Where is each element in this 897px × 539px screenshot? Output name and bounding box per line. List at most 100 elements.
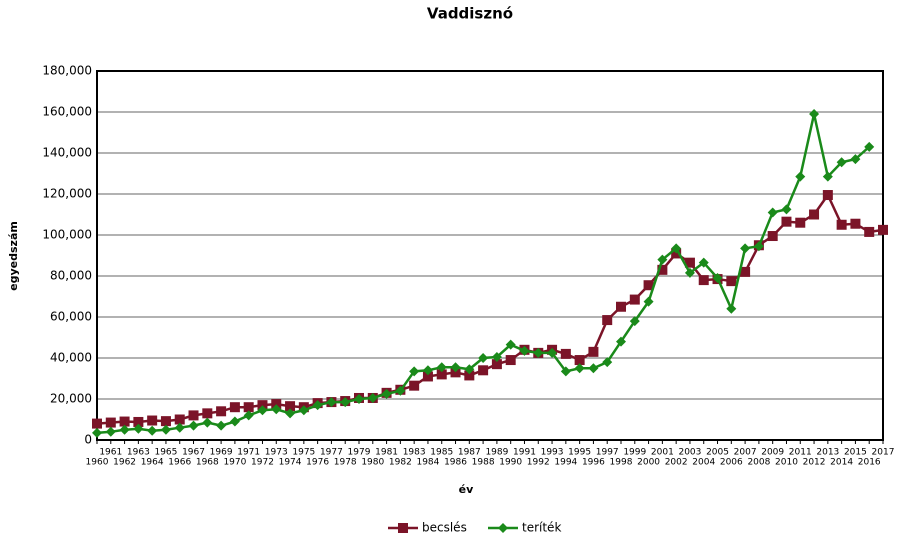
marker bbox=[684, 267, 695, 278]
marker bbox=[781, 216, 792, 227]
marker bbox=[285, 401, 296, 412]
y-tick-label: 140,000 bbox=[42, 146, 92, 160]
marker bbox=[657, 264, 668, 275]
marker bbox=[498, 523, 508, 533]
marker bbox=[395, 385, 406, 396]
y-tick-label: 120,000 bbox=[42, 187, 92, 201]
marker bbox=[119, 416, 130, 427]
x-tick-label: 1985 bbox=[430, 448, 453, 458]
x-tick-label: 1978 bbox=[334, 458, 357, 468]
x-tick-label: 1984 bbox=[416, 458, 439, 468]
marker bbox=[588, 363, 599, 374]
x-axis-label: év bbox=[459, 483, 474, 496]
marker bbox=[229, 402, 240, 413]
x-tick-label: 1989 bbox=[485, 448, 508, 458]
marker bbox=[436, 362, 447, 373]
x-tick-label: 1994 bbox=[554, 458, 577, 468]
marker bbox=[698, 275, 709, 286]
marker bbox=[409, 366, 420, 377]
x-tick-label: 1969 bbox=[210, 448, 233, 458]
x-tick-label: 1986 bbox=[444, 458, 467, 468]
marker bbox=[602, 315, 613, 326]
x-tick-label: 2015 bbox=[844, 448, 867, 458]
marker bbox=[850, 218, 861, 229]
x-tick-label: 2017 bbox=[872, 448, 895, 458]
marker bbox=[271, 404, 282, 415]
x-tick-label: 1992 bbox=[527, 458, 550, 468]
x-tick-label: 1981 bbox=[375, 448, 398, 458]
plot-frame bbox=[96, 70, 884, 441]
chart-title: Vaddisznó bbox=[427, 5, 513, 23]
x-tick-label: 1999 bbox=[623, 448, 646, 458]
legend-label: teríték bbox=[522, 521, 561, 535]
x-tick-label: 2008 bbox=[747, 458, 770, 468]
marker bbox=[133, 416, 144, 427]
x-tick-label: 2006 bbox=[720, 458, 743, 468]
x-tick-label: 2001 bbox=[651, 448, 674, 458]
marker bbox=[616, 301, 626, 312]
marker bbox=[188, 410, 199, 421]
marker bbox=[147, 415, 158, 426]
marker bbox=[422, 371, 433, 382]
marker bbox=[326, 397, 337, 408]
marker bbox=[119, 424, 130, 435]
x-tick-label: 1973 bbox=[265, 448, 288, 458]
marker bbox=[657, 254, 668, 265]
marker bbox=[160, 416, 171, 427]
x-tick-label: 1971 bbox=[237, 448, 260, 458]
marker bbox=[491, 359, 502, 370]
marker bbox=[464, 364, 475, 375]
marker bbox=[864, 226, 875, 237]
x-tick-label: 1972 bbox=[251, 458, 274, 468]
marker bbox=[409, 380, 420, 391]
x-tick-label: 1961 bbox=[99, 448, 122, 458]
marker bbox=[188, 420, 199, 431]
marker bbox=[478, 365, 489, 376]
x-tick-label: 1983 bbox=[403, 448, 426, 458]
marker bbox=[398, 523, 408, 533]
marker bbox=[105, 426, 116, 437]
marker bbox=[726, 276, 737, 287]
marker bbox=[836, 219, 847, 230]
marker bbox=[698, 257, 709, 268]
marker bbox=[602, 357, 613, 368]
marker bbox=[229, 416, 240, 427]
marker bbox=[629, 294, 640, 305]
x-tick-label: 1968 bbox=[196, 458, 219, 468]
x-tick-label: 1975 bbox=[292, 448, 315, 458]
marker bbox=[450, 367, 461, 378]
marker bbox=[133, 423, 144, 434]
marker bbox=[160, 424, 171, 435]
x-tick-label: 2011 bbox=[789, 448, 812, 458]
x-tick-label: 1960 bbox=[86, 458, 109, 468]
marker bbox=[726, 303, 737, 314]
marker bbox=[684, 257, 695, 268]
legend-label: becslés bbox=[422, 521, 467, 535]
marker bbox=[712, 273, 723, 284]
marker bbox=[202, 408, 213, 419]
marker bbox=[243, 402, 254, 413]
marker bbox=[202, 417, 213, 428]
marker bbox=[795, 217, 806, 228]
marker bbox=[643, 296, 654, 307]
marker bbox=[547, 347, 558, 358]
x-tick-label: 1974 bbox=[279, 458, 302, 468]
x-tick-label: 1979 bbox=[348, 448, 371, 458]
y-axis-label: egyedszám bbox=[7, 221, 20, 291]
x-tick-label: 1965 bbox=[154, 448, 177, 458]
marker bbox=[836, 157, 847, 168]
y-tick-label: 80,000 bbox=[50, 269, 92, 283]
marker bbox=[533, 347, 544, 358]
marker bbox=[822, 171, 833, 182]
marker bbox=[795, 171, 806, 182]
marker bbox=[298, 405, 309, 416]
x-tick-label: 1996 bbox=[582, 458, 605, 468]
x-tick-label: 2000 bbox=[637, 458, 660, 468]
marker bbox=[753, 241, 764, 252]
marker bbox=[450, 362, 461, 373]
marker bbox=[216, 406, 227, 417]
marker bbox=[671, 243, 682, 254]
marker bbox=[340, 397, 351, 408]
x-tick-label: 2009 bbox=[761, 448, 784, 458]
y-tick-label: 160,000 bbox=[42, 105, 92, 119]
